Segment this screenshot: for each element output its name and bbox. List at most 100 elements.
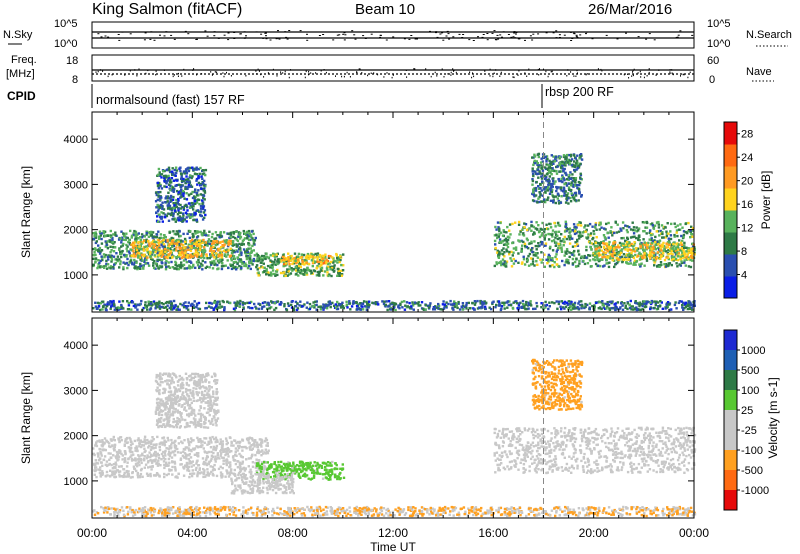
data-cell-1 bbox=[229, 242, 232, 245]
data-cell-6 bbox=[611, 253, 614, 256]
data-cell-3 bbox=[265, 273, 268, 276]
data-cell-2 bbox=[183, 204, 186, 207]
data-cell-8 bbox=[305, 306, 308, 309]
data-cell-0 bbox=[139, 262, 142, 266]
data-cell-1 bbox=[150, 241, 153, 244]
data-cell-0 bbox=[165, 265, 168, 269]
data-cell-8 bbox=[465, 304, 468, 307]
data-cell-7 bbox=[551, 167, 554, 170]
data-cell-7 bbox=[534, 170, 537, 173]
data-cell-5 bbox=[495, 228, 498, 231]
data-cell-8 bbox=[216, 300, 220, 303]
data-cell-0 bbox=[248, 264, 251, 268]
freq-sample bbox=[107, 75, 109, 78]
data-cell-6 bbox=[648, 246, 651, 249]
data-cell-2 bbox=[198, 202, 201, 206]
data-cell-6 bbox=[649, 257, 652, 260]
data-cell-8 bbox=[184, 301, 187, 304]
data-cell-8 bbox=[453, 300, 456, 303]
data-cell-2 bbox=[172, 206, 175, 210]
data-cell-0 bbox=[246, 255, 250, 258]
data-cell-0 bbox=[231, 244, 235, 247]
data-cell-7 bbox=[580, 194, 583, 197]
noise-sample bbox=[343, 39, 346, 41]
data-cell-5 bbox=[525, 237, 529, 240]
data-cell-7 bbox=[555, 185, 558, 189]
data-cell-8 bbox=[523, 304, 526, 308]
data-cell-5 bbox=[637, 237, 640, 240]
data-cell-5 bbox=[676, 234, 679, 238]
data-cell-8 bbox=[500, 305, 504, 308]
data-cell-0 bbox=[253, 254, 257, 257]
data-cell-1 bbox=[178, 251, 181, 254]
data-cell-6 bbox=[630, 251, 633, 255]
data-cell-4 bbox=[316, 257, 319, 261]
data-cell-0 bbox=[141, 259, 144, 262]
data-cell-2 bbox=[201, 202, 204, 205]
data-cell-5 bbox=[540, 243, 543, 246]
freq-sample bbox=[455, 71, 457, 74]
data-cell-0 bbox=[122, 266, 125, 269]
data-cell-0 bbox=[108, 240, 112, 243]
data-cell-8 bbox=[243, 302, 247, 305]
data-cell-6 bbox=[662, 241, 665, 245]
data-cell-6 bbox=[613, 248, 616, 251]
data-cell-7 bbox=[570, 184, 573, 187]
data-cell-8 bbox=[134, 303, 137, 306]
data-cell-8 bbox=[208, 301, 211, 305]
freq-sample bbox=[573, 75, 575, 77]
data-cell-0 bbox=[151, 251, 154, 254]
data-cell-8 bbox=[334, 303, 337, 306]
data-cell-5 bbox=[588, 259, 592, 262]
data-cell-8 bbox=[384, 305, 387, 308]
data-cell-0 bbox=[145, 238, 148, 241]
data-cell-4 bbox=[296, 255, 300, 258]
data-cell-7 bbox=[542, 198, 546, 201]
data-cell-5 bbox=[657, 241, 661, 244]
data-cell-7 bbox=[544, 167, 548, 171]
noise-sample bbox=[233, 38, 236, 39]
data-cell-3 bbox=[340, 263, 343, 267]
data-cell-7 bbox=[563, 178, 566, 182]
data-cell-0 bbox=[155, 244, 158, 248]
data-cell-3 bbox=[285, 260, 288, 263]
data-cell-5 bbox=[577, 264, 580, 268]
noise-sample bbox=[379, 34, 382, 36]
data-cell-2 bbox=[157, 195, 160, 198]
data-cell-2 bbox=[175, 169, 179, 172]
noise-sample bbox=[579, 34, 582, 36]
data-cell-5 bbox=[503, 251, 506, 254]
data-cell-6 bbox=[687, 256, 690, 259]
data-cell-7 bbox=[538, 170, 541, 173]
data-cell-0 bbox=[122, 232, 125, 235]
data-cell-8 bbox=[247, 306, 250, 309]
data-cell-3 bbox=[297, 252, 301, 256]
data-cell-0 bbox=[143, 260, 146, 263]
data-cell-5 bbox=[684, 246, 687, 249]
data-cell-0 bbox=[204, 266, 207, 270]
data-cell-1 bbox=[213, 253, 216, 257]
data-cell-8 bbox=[184, 305, 187, 308]
data-cell-7 bbox=[565, 194, 569, 197]
data-cell-0 bbox=[251, 237, 254, 240]
data-cell-8 bbox=[488, 306, 491, 309]
noise-sample bbox=[278, 38, 281, 40]
data-cell-8 bbox=[561, 301, 565, 305]
data-cell-0 bbox=[245, 255, 248, 258]
data-cell-8 bbox=[689, 301, 692, 304]
data-cell-7 bbox=[552, 162, 555, 165]
data-cell-2 bbox=[164, 213, 167, 216]
data-cell-2 bbox=[173, 179, 176, 182]
data-cell-1 bbox=[191, 255, 195, 258]
data-cell-8 bbox=[192, 306, 195, 309]
freq-sample bbox=[256, 73, 258, 75]
data-cell-8 bbox=[630, 305, 633, 308]
data-cell-0 bbox=[160, 259, 164, 262]
data-cell-2 bbox=[192, 168, 195, 171]
data-cell-7 bbox=[533, 153, 536, 156]
freq-sample bbox=[566, 75, 568, 77]
data-cell-2 bbox=[181, 206, 184, 209]
data-cell-2 bbox=[155, 191, 158, 194]
data-cell-8 bbox=[168, 306, 171, 310]
data-cell-2 bbox=[160, 187, 164, 190]
